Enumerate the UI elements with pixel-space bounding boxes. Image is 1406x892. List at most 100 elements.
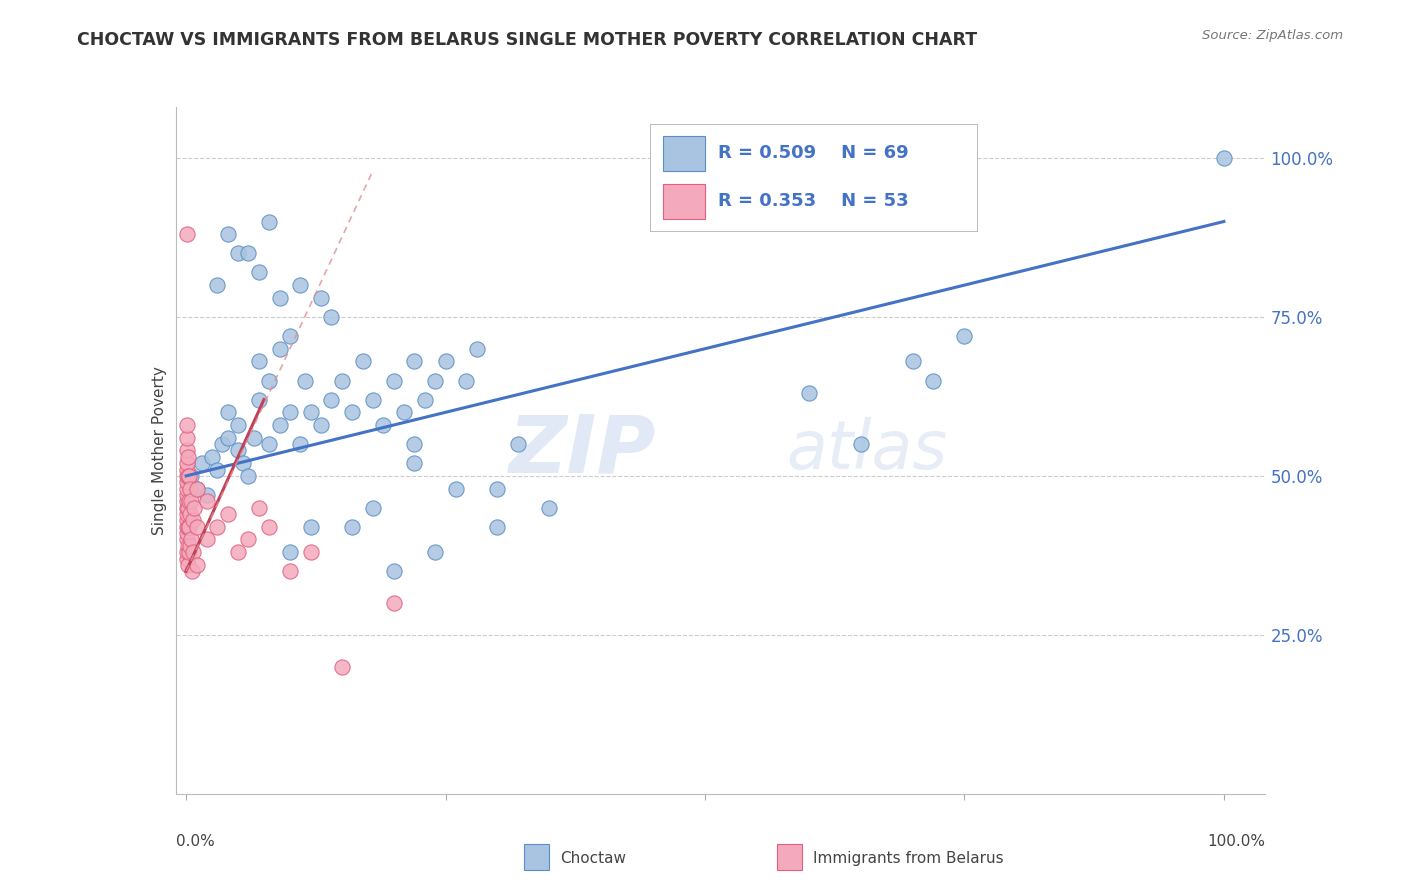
Point — [176, 488, 198, 502]
Point — [201, 450, 224, 464]
FancyBboxPatch shape — [662, 136, 706, 171]
Point — [183, 513, 205, 527]
Point — [217, 507, 239, 521]
Point — [257, 374, 280, 388]
Point — [176, 469, 198, 483]
Point — [247, 354, 270, 368]
Point — [176, 475, 198, 490]
Point — [340, 405, 363, 419]
Point — [382, 596, 405, 610]
Point — [207, 278, 229, 293]
Point — [176, 520, 198, 534]
Point — [238, 469, 260, 483]
Point — [176, 551, 198, 566]
Point — [217, 227, 239, 242]
Point — [404, 437, 426, 451]
Point — [352, 354, 374, 368]
Point — [180, 469, 202, 483]
Point — [508, 437, 530, 451]
Point — [922, 374, 945, 388]
Y-axis label: Single Mother Poverty: Single Mother Poverty — [152, 366, 167, 535]
Text: Immigrants from Belarus: Immigrants from Belarus — [813, 852, 1004, 866]
Point — [176, 500, 198, 515]
Point — [177, 450, 200, 464]
Point — [425, 374, 447, 388]
Point — [183, 500, 205, 515]
Point — [179, 494, 201, 508]
Text: R = 0.353    N = 53: R = 0.353 N = 53 — [718, 193, 910, 211]
Point — [309, 291, 332, 305]
Point — [434, 354, 457, 368]
Point — [226, 246, 249, 260]
Point — [179, 545, 201, 559]
Point — [361, 392, 384, 407]
Point — [217, 405, 239, 419]
Point — [340, 520, 363, 534]
Point — [465, 342, 488, 356]
Point — [404, 354, 426, 368]
Point — [207, 462, 229, 476]
Point — [176, 494, 198, 508]
Point — [226, 443, 249, 458]
Point — [179, 507, 201, 521]
Point — [186, 482, 208, 496]
Point — [404, 456, 426, 470]
Point — [321, 392, 343, 407]
Point — [180, 533, 202, 547]
Point — [456, 374, 478, 388]
Text: Source: ZipAtlas.com: Source: ZipAtlas.com — [1202, 29, 1343, 42]
Point — [211, 437, 233, 451]
Point — [176, 227, 198, 242]
Point — [278, 545, 301, 559]
Point — [186, 520, 208, 534]
Point — [299, 405, 322, 419]
Point — [177, 558, 200, 572]
Point — [361, 500, 384, 515]
Point — [392, 405, 415, 419]
Point — [269, 342, 291, 356]
Point — [177, 500, 200, 515]
Point — [294, 374, 316, 388]
Point — [217, 431, 239, 445]
Point — [901, 354, 924, 368]
Text: Choctaw: Choctaw — [560, 852, 626, 866]
Text: atlas: atlas — [786, 417, 948, 483]
Point — [176, 462, 198, 476]
Point — [413, 392, 436, 407]
Point — [176, 513, 198, 527]
Point — [486, 520, 509, 534]
Point — [176, 431, 198, 445]
Point — [330, 659, 353, 673]
Point — [176, 456, 198, 470]
Point — [849, 437, 872, 451]
Point — [373, 417, 395, 432]
Point — [179, 469, 201, 483]
Point — [486, 482, 509, 496]
Point — [176, 417, 198, 432]
Text: ZIP: ZIP — [508, 411, 655, 490]
Point — [176, 545, 198, 559]
Point — [953, 329, 976, 343]
Point — [269, 291, 291, 305]
Point — [181, 564, 204, 578]
Point — [278, 405, 301, 419]
Point — [425, 545, 447, 559]
Point — [269, 417, 291, 432]
Point — [207, 520, 229, 534]
Point — [179, 520, 201, 534]
Point — [179, 539, 201, 553]
Point — [797, 386, 820, 401]
Point — [247, 265, 270, 279]
Point — [257, 214, 280, 228]
Point — [278, 564, 301, 578]
Point — [247, 500, 270, 515]
Point — [176, 526, 198, 541]
Point — [180, 494, 202, 508]
FancyBboxPatch shape — [662, 184, 706, 219]
Point — [176, 482, 198, 496]
Point — [179, 482, 201, 496]
Point — [176, 533, 198, 547]
Point — [177, 469, 200, 483]
Point — [176, 443, 198, 458]
Point — [177, 520, 200, 534]
